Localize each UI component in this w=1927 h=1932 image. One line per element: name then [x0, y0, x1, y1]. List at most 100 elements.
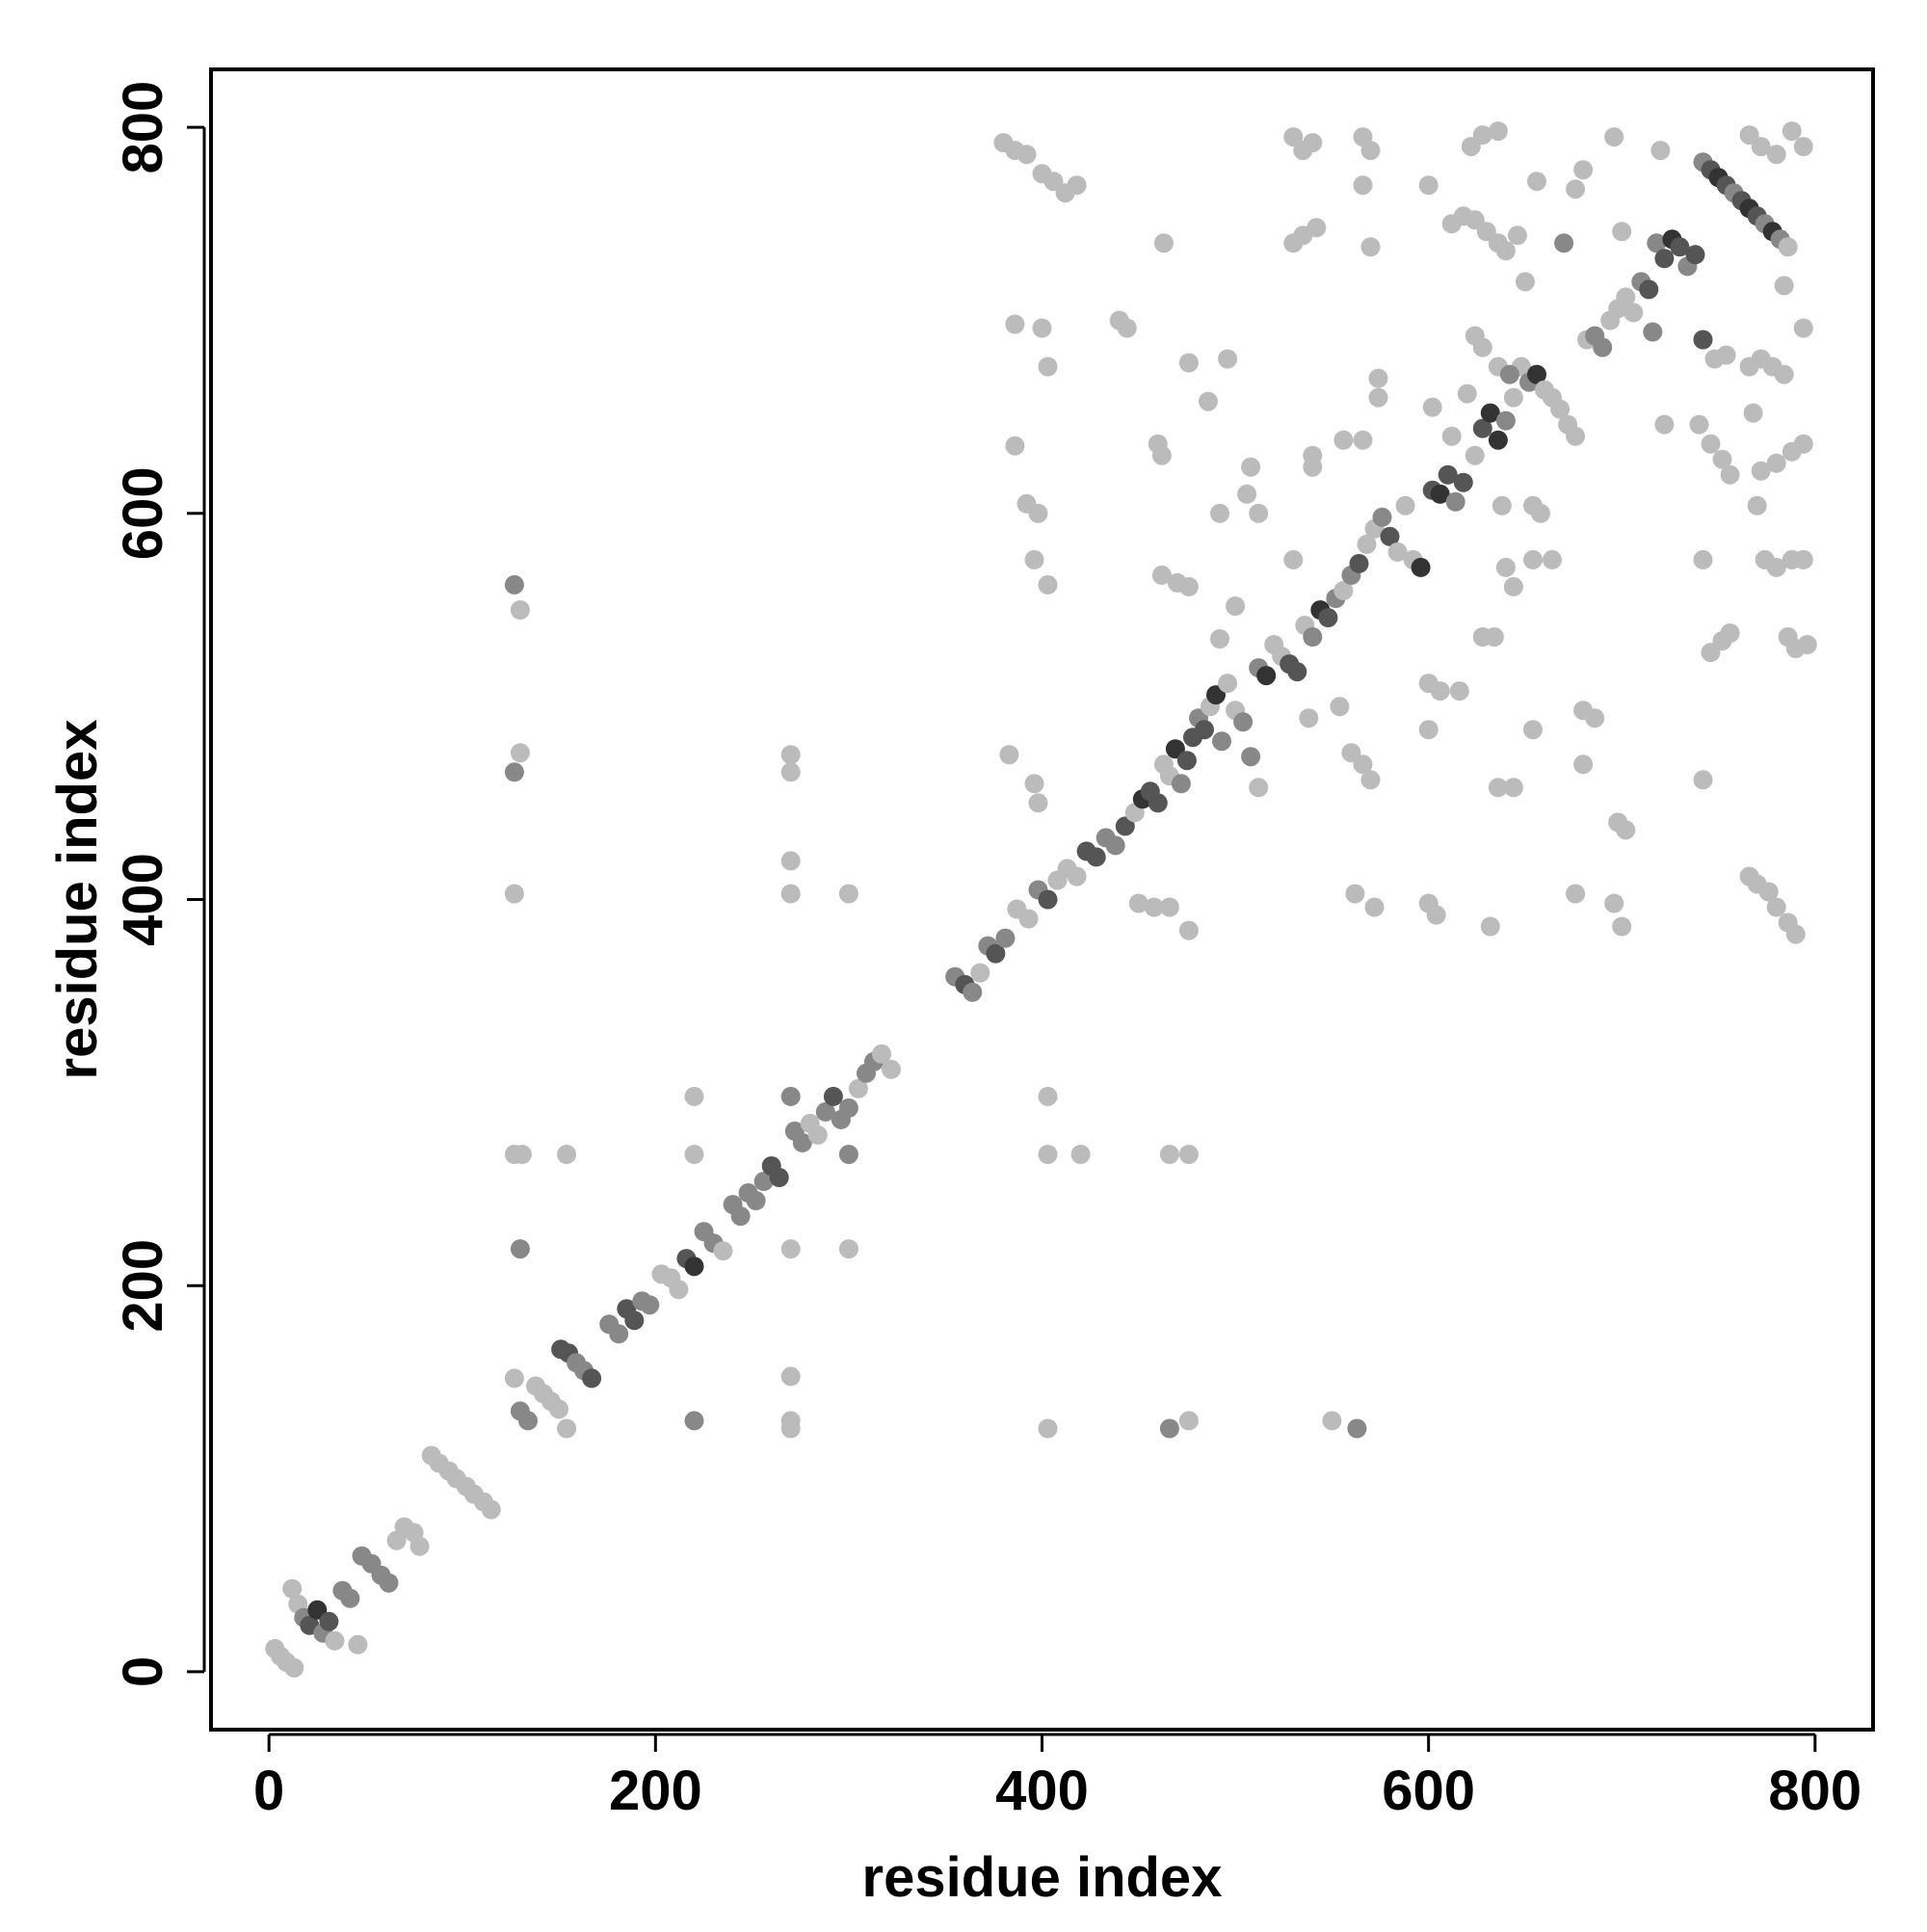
data-point-166: [1647, 233, 1667, 253]
data-point-76: [872, 1044, 891, 1064]
data-point-257: [1249, 778, 1269, 798]
data-point-95: [1105, 835, 1125, 856]
data-point-369: [1793, 549, 1813, 569]
data-point-38: [557, 1418, 577, 1439]
data-point-139: [1430, 484, 1450, 504]
data-point-330: [1604, 893, 1624, 913]
data-point-267: [1360, 237, 1381, 257]
data-point-201: [780, 1239, 801, 1259]
data-point-271: [1353, 430, 1373, 450]
data-point-305: [1491, 495, 1512, 516]
data-point-269: [1368, 387, 1388, 408]
data-point-273: [1303, 457, 1323, 477]
data-point-70: [823, 1086, 843, 1106]
data-point-351: [1766, 145, 1786, 165]
data-point-142: [1453, 472, 1473, 492]
data-point-360: [1766, 453, 1786, 473]
data-point-224: [1067, 175, 1087, 196]
data-point-117: [1256, 666, 1277, 686]
data-point-378: [1785, 924, 1806, 944]
data-point-47: [624, 1310, 645, 1331]
data-point-270: [1333, 430, 1354, 450]
data-point-162: [1616, 287, 1636, 307]
data-point-143: [1465, 445, 1485, 465]
data-point-115: [1241, 747, 1261, 767]
data-point-295: [1554, 233, 1574, 253]
y-tick-label-400: 400: [112, 853, 174, 946]
data-point-18: [379, 1573, 399, 1593]
data-point-251: [1226, 596, 1246, 616]
data-point-302: [1422, 397, 1442, 417]
data-point-196: [780, 745, 801, 765]
data-point-288: [1495, 241, 1516, 261]
data-point-311: [1503, 576, 1523, 596]
data-point-208: [1038, 1086, 1058, 1106]
data-point-69: [815, 1101, 835, 1122]
data-point-293: [1516, 272, 1535, 292]
data-point-367: [1766, 557, 1786, 577]
data-point-291: [1472, 125, 1492, 146]
x-tick-label-0: 0: [253, 1760, 284, 1822]
x-tick-label-200: 200: [609, 1760, 702, 1822]
data-point-14: [348, 1634, 368, 1654]
data-point-275: [1341, 743, 1361, 763]
data-point-195: [684, 1411, 704, 1431]
data-point-127: [1333, 580, 1354, 600]
data-point-297: [1573, 160, 1594, 180]
data-point-88: [1038, 889, 1058, 910]
data-point-239: [1178, 353, 1199, 373]
data-point-183: [1778, 237, 1798, 257]
data-point-52: [669, 1280, 689, 1300]
data-point-340: [1720, 464, 1740, 485]
data-point-331: [1612, 916, 1632, 937]
x-axis-title: residue index: [862, 1846, 1223, 1909]
data-point-358: [1743, 403, 1763, 423]
data-point-365: [1747, 495, 1767, 516]
data-point-320: [1503, 778, 1523, 798]
x-tick-label-600: 600: [1382, 1760, 1475, 1822]
data-point-194: [684, 1145, 704, 1164]
data-point-363: [1774, 276, 1794, 296]
data-point-140: [1438, 464, 1458, 485]
data-point-277: [1360, 770, 1381, 790]
data-point-165: [1639, 279, 1659, 300]
data-point-357: [1774, 364, 1794, 384]
data-point-352: [1782, 121, 1802, 142]
data-point-135: [1395, 495, 1415, 516]
data-point-327: [1566, 884, 1586, 904]
data-point-123: [1303, 627, 1323, 647]
data-point-202: [780, 1366, 801, 1387]
data-point-245: [1237, 484, 1257, 504]
data-point-3: [284, 1657, 304, 1678]
data-point-265: [1360, 141, 1381, 161]
plot-frame: [209, 67, 1875, 1732]
data-point-296: [1566, 179, 1586, 199]
x-tick-label-800: 800: [1768, 1760, 1861, 1822]
data-point-141: [1445, 491, 1465, 512]
data-point-341: [1693, 330, 1713, 350]
data-point-105: [1176, 751, 1197, 771]
data-point-209: [1038, 1145, 1058, 1164]
data-point-254: [1144, 897, 1164, 917]
data-point-186: [504, 762, 524, 782]
data-point-163: [1623, 303, 1644, 323]
data-point-303: [1457, 384, 1477, 404]
data-point-329: [1616, 820, 1636, 840]
data-point-344: [1693, 549, 1713, 569]
y-tick-label-800: 800: [112, 81, 174, 174]
data-point-336: [1654, 414, 1675, 435]
y-axis: 0 200 400 600 800: [112, 81, 206, 1687]
data-point-81: [970, 963, 990, 983]
data-point-73: [848, 1078, 868, 1098]
data-point-43: [582, 1368, 602, 1389]
data-point-59: [730, 1206, 751, 1227]
data-point-129: [1349, 553, 1369, 573]
data-point-338: [1701, 434, 1721, 454]
data-point-134: [1387, 542, 1408, 562]
data-point-266: [1353, 175, 1373, 196]
x-axis: 0 200 400 600 800: [253, 1733, 1861, 1822]
data-point-364: [1793, 318, 1813, 338]
data-point-13: [340, 1588, 360, 1608]
data-point-350: [1751, 137, 1771, 157]
data-point-332: [1604, 127, 1624, 147]
